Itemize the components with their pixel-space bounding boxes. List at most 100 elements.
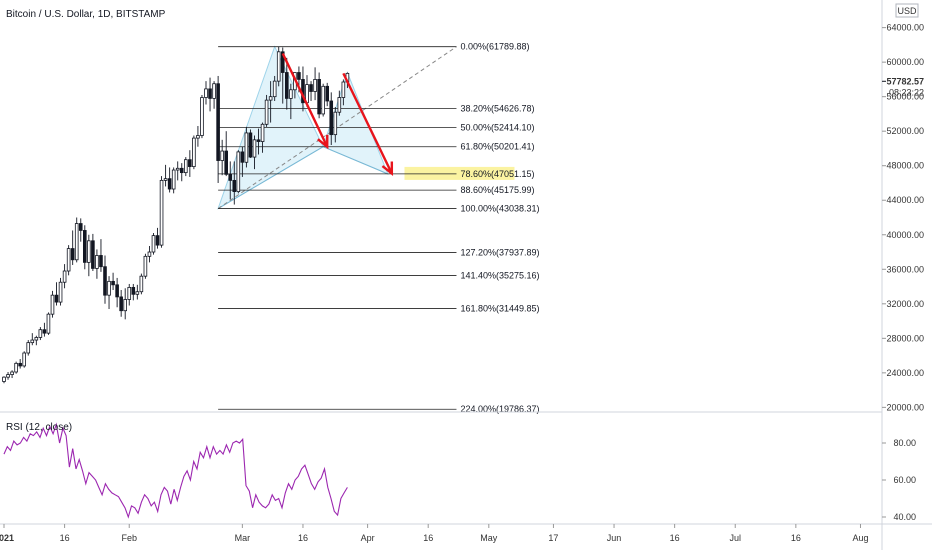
fib-level-label: 88.60%(45175.99) [460, 185, 534, 195]
candle-body [123, 299, 128, 312]
candle-body [62, 270, 67, 283]
fibonacci-retracement: 0.00%(61789.88) 38.20%(54626.78) 50.00%(52… [217, 42, 540, 414]
currency-badge-box[interactable] [895, 3, 919, 18]
candlestick-series [2, 46, 350, 384]
chart-title: Bitcoin / U.S. Dollar, 1D, BITSTAMP [6, 9, 166, 20]
arrow-shaft [281, 53, 329, 148]
candle-body [224, 150, 229, 175]
candle-body [272, 80, 277, 98]
candle-body [10, 371, 14, 375]
arrow-head [317, 134, 329, 150]
candle-body [216, 83, 220, 161]
candle-body [6, 374, 10, 378]
time-tick-label: Feb [121, 533, 137, 543]
currency-badge[interactable]: USD [897, 6, 917, 16]
candle-body [200, 97, 204, 136]
fib-level-label: 100.00%(43038.31) [460, 204, 539, 214]
price-tick-label: 64000.00 [886, 23, 924, 33]
rsi-title: RSI (12, close) [6, 422, 72, 433]
candle-body [38, 329, 43, 338]
candle-body [232, 179, 237, 193]
candle-body [155, 235, 160, 246]
candle-body [313, 79, 317, 92]
candle-body [341, 81, 346, 98]
candle-body [297, 72, 301, 80]
time-tick-label: 16 [423, 533, 433, 543]
price-tick-label: 36000.00 [886, 264, 924, 274]
candle-body [26, 342, 31, 354]
fib-level-label: 78.60%(47051.15) [460, 169, 534, 179]
candle-body [30, 339, 35, 344]
candle-body [14, 362, 18, 373]
price-tick-label: 40000.00 [886, 230, 924, 240]
candle-body [54, 294, 59, 303]
candle-body [289, 89, 293, 99]
price-tick-label: 44000.00 [886, 195, 924, 205]
fib-level-label: 38.20%(54626.78) [460, 104, 534, 114]
candle-body [127, 287, 132, 300]
pattern-leg-bd [322, 146, 388, 175]
candle-body [220, 150, 224, 161]
fib-level-label: 61.80%(50201.41) [460, 142, 534, 152]
candle-body [188, 159, 192, 167]
candle-body [18, 362, 22, 367]
candle-body [159, 179, 164, 246]
candle-body [111, 280, 115, 286]
candle-body [183, 159, 188, 174]
candle-body [317, 79, 321, 115]
candle-body [139, 275, 144, 293]
fib-level-label: 50.00%(52414.10) [460, 123, 534, 133]
time-tick-label: 16 [670, 533, 680, 543]
candle-body [99, 255, 103, 268]
rsi-tick-label: 80.00 [893, 438, 916, 448]
candle-body [228, 173, 233, 181]
candle-body [236, 151, 241, 193]
candle-body [78, 223, 83, 231]
pattern-leg-xb [217, 146, 324, 209]
rsi-tick-label: 60.00 [893, 475, 916, 485]
candle-body [179, 167, 184, 174]
candle-body [208, 88, 212, 99]
rsi-tick-label: 40.00 [893, 512, 916, 522]
candle-body [91, 240, 95, 269]
candle-body [248, 132, 253, 158]
candle-body [256, 139, 261, 142]
candle-body [147, 251, 152, 257]
time-tick-label: 16 [60, 533, 70, 543]
fib-level-label: 141.40%(35275.16) [460, 271, 539, 281]
candle-body [2, 376, 6, 382]
candle-body [171, 169, 176, 190]
time-tick-label: Jun [607, 533, 622, 543]
candle-body [131, 287, 136, 295]
candle-body [192, 137, 196, 167]
candle-body [280, 51, 285, 73]
fib-level-label: 0.00%(61789.88) [460, 42, 529, 52]
candle-body [325, 85, 329, 102]
candle-body [196, 135, 200, 139]
candle-body [329, 100, 334, 136]
fib-highlight [404, 166, 515, 180]
candle-body [264, 99, 269, 125]
candle-body [46, 313, 51, 334]
time-tick-label: 2021 [0, 533, 14, 543]
price-tick-label: 28000.00 [886, 333, 924, 343]
candle-body [151, 235, 156, 253]
candle-body [66, 248, 71, 272]
candle-body [103, 266, 107, 296]
last-price-label: 57782.57 [886, 76, 924, 86]
candle-body [119, 296, 123, 312]
price-tick-label: 48000.00 [886, 161, 924, 171]
candle-body [22, 352, 26, 367]
fib-level-label: 161.80%(31449.85) [460, 304, 539, 314]
fib-level-label: 224.00%(19786.37) [460, 404, 539, 414]
candle-body [87, 240, 91, 263]
candle-body [74, 223, 79, 261]
price-tick-label: 32000.00 [886, 299, 924, 309]
time-tick-label: 16 [791, 533, 801, 543]
candle-body [42, 329, 47, 334]
countdown-label: 08:23:22 [889, 87, 924, 97]
candle-body [135, 291, 140, 295]
candle-body [244, 132, 249, 163]
